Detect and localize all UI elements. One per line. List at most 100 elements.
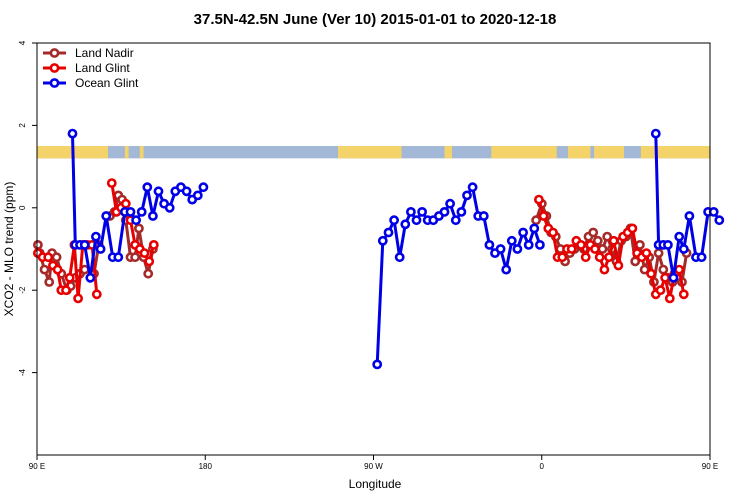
ocean-glint-point [383, 227, 394, 238]
land-glint-point [557, 252, 568, 263]
y-tick-label: -2 [18, 286, 27, 294]
ocean-glint-point [445, 198, 455, 209]
land-glint-point [674, 264, 685, 275]
land-glint-point [548, 227, 558, 238]
land-glint-point [106, 178, 117, 188]
land-glint-point [43, 252, 54, 263]
ocean-glint-point [91, 231, 101, 242]
ocean-glint-point [714, 215, 725, 226]
legend-item-land-nadir: Land Nadir [43, 46, 134, 60]
x-tick-label: 90 E [29, 462, 45, 471]
ocean-glint-point [164, 202, 175, 213]
legend-item-ocean-glint: Ocean Glint [43, 76, 139, 90]
land-glint-point [664, 293, 675, 304]
legend-marker [49, 78, 60, 88]
land-nadir-point [130, 252, 140, 263]
legend-label: Land Nadir [75, 46, 134, 60]
y-tick-label: 4 [18, 40, 27, 45]
land-nadir-point [592, 235, 603, 246]
ocean-glint-point [650, 128, 661, 139]
ocean-glint-point [192, 190, 203, 201]
land-glint-point [538, 211, 549, 221]
land-nadir-point [133, 223, 144, 234]
x-tick-label: 90 E [702, 462, 718, 471]
ocean-glint-point [696, 252, 707, 263]
x-tick-label: 90 W [364, 462, 383, 471]
land-nadir-point [602, 231, 613, 242]
ocean-glint-point [668, 272, 679, 283]
land-glint-point [604, 252, 614, 263]
ocean-glint-point [125, 206, 136, 217]
land-nadir-point [39, 264, 50, 275]
land-glint-point [594, 252, 605, 263]
ocean-glint-point [131, 215, 141, 226]
ocean-glint-point [684, 211, 695, 221]
land-nadir-point [658, 264, 669, 275]
x-tick-label: 0 [540, 462, 545, 471]
land-glint-point [73, 293, 83, 304]
legend-item-land-glint: Land Glint [43, 61, 130, 75]
land-segment-7 [594, 146, 625, 159]
ocean-glint-point [389, 215, 399, 226]
ocean-glint-point [67, 128, 78, 139]
ocean-glint-point [495, 244, 506, 254]
ocean-glint-point [512, 244, 523, 254]
land-glint-point [139, 248, 150, 258]
y-tick-label: 2 [18, 123, 27, 128]
land-glint-point [613, 260, 624, 271]
land-nadir-point [653, 248, 664, 258]
chart-title: 37.5N-42.5N June (Ver 10) 2015-01-01 to … [194, 11, 557, 28]
ocean-glint-point [147, 211, 158, 221]
land-nadir-point [639, 264, 650, 275]
ocean-glint-point [456, 206, 467, 217]
land-segment-3 [337, 146, 402, 159]
x-axis: 90 E 180 90 W 0 90 E [29, 455, 718, 471]
ocean-glint-point [95, 244, 106, 254]
land-glint-point [660, 272, 670, 283]
ocean-glint-point [484, 239, 495, 250]
land-glint-point [590, 244, 600, 254]
land-glint-point [599, 264, 610, 275]
legend-label: Land Glint [75, 61, 130, 75]
y-axis-title: XCO2 - MLO trend (ppm) [2, 182, 16, 317]
ocean-glint-point [462, 190, 472, 201]
ocean-glint-point [85, 272, 96, 283]
ocean-glint-point [506, 235, 517, 246]
ocean-glint-point [101, 211, 112, 221]
ocean-glint-point [411, 215, 422, 226]
plot-area [33, 128, 725, 370]
y-axis: -4 -2 0 2 4 [18, 40, 37, 376]
land-segment-6 [567, 146, 591, 159]
land-glint-point [627, 223, 638, 234]
land-glint-point [52, 264, 63, 275]
ocean-glint-point [450, 215, 461, 226]
land-glint-point [678, 289, 689, 300]
land-nadir-point [44, 277, 55, 287]
y-tick-label: 0 [18, 205, 27, 210]
ocean-glint-point [377, 235, 388, 246]
land-glint-point [566, 244, 577, 254]
legend-marker [49, 48, 60, 58]
land-sea-band [37, 146, 710, 159]
ocean-glint-point [663, 239, 673, 250]
series-ocean-glint [67, 128, 725, 370]
ocean-glint-point [136, 206, 147, 217]
ocean-glint-point [708, 206, 719, 217]
ocean-glint-point [142, 182, 153, 193]
land-nadir-point [143, 268, 154, 279]
land-segment-2 [139, 146, 144, 159]
land-glint-point [534, 194, 544, 205]
ocean-glint-point [439, 206, 450, 217]
land-nadir-point [531, 215, 541, 226]
ocean-glint-point [400, 219, 411, 230]
land-nadir-point [51, 252, 62, 263]
y-tick-label: -4 [18, 368, 27, 376]
land-nadir-point [33, 239, 43, 250]
ocean-glint-point [501, 264, 512, 275]
ocean-glint-point [405, 206, 416, 217]
land-glint-point [641, 248, 652, 258]
ocean-glint-point [674, 231, 685, 242]
land-segment-4 [444, 146, 453, 159]
